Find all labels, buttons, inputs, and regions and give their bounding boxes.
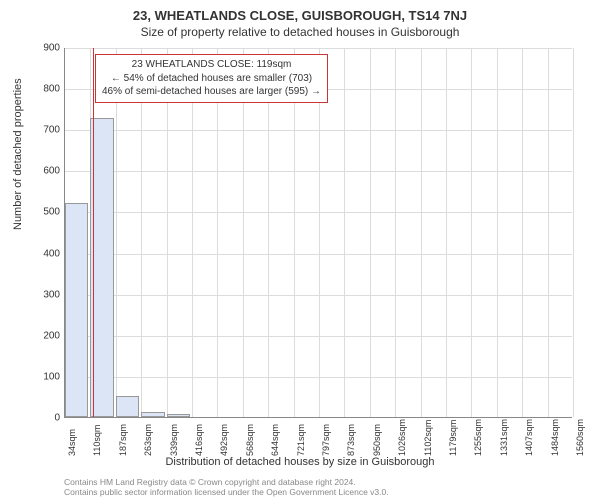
info-box-line: 46% of semi-detached houses are larger (… — [102, 85, 321, 99]
ytick-label: 800 — [30, 84, 60, 95]
xtick-label: 110sqm — [92, 425, 102, 456]
ytick-label: 400 — [30, 248, 60, 259]
gridline-v — [497, 48, 498, 417]
chart-bar — [167, 414, 190, 417]
gridline-v — [116, 48, 117, 417]
chart-bar — [116, 396, 139, 417]
gridline-v — [268, 48, 269, 417]
chart-plot-area: 23 WHEATLANDS CLOSE: 119sqm← 54% of deta… — [64, 48, 572, 418]
gridline-v — [217, 48, 218, 417]
gridline-v — [243, 48, 244, 417]
xtick-label: 1255sqm — [473, 419, 483, 456]
xtick-label: 492sqm — [219, 424, 229, 456]
xtick-label: 1026sqm — [397, 419, 407, 456]
gridline-v — [522, 48, 523, 417]
gridline-v — [141, 48, 142, 417]
xtick-label: 263sqm — [143, 424, 153, 456]
info-box-line: ← 54% of detached houses are smaller (70… — [102, 72, 321, 86]
gridline-v — [471, 48, 472, 417]
ytick-label: 500 — [30, 207, 60, 218]
ytick-label: 100 — [30, 371, 60, 382]
info-box: 23 WHEATLANDS CLOSE: 119sqm← 54% of deta… — [95, 54, 328, 103]
gridline-v — [167, 48, 168, 417]
gridline-v — [548, 48, 549, 417]
gridline-v — [370, 48, 371, 417]
gridline-v — [395, 48, 396, 417]
xtick-label: 416sqm — [194, 424, 204, 456]
chart-bar — [141, 412, 164, 417]
xtick-label: 1102sqm — [423, 420, 433, 456]
xtick-label: 187sqm — [118, 424, 128, 456]
xtick-label: 873sqm — [346, 424, 356, 456]
chart-bar — [65, 203, 88, 417]
y-axis-label: Number of detached properties — [12, 78, 24, 230]
xtick-label: 1484sqm — [550, 419, 560, 456]
x-axis-label: Distribution of detached houses by size … — [0, 456, 600, 468]
gridline-v — [446, 48, 447, 417]
gridline-v — [573, 48, 574, 417]
gridline-v — [294, 48, 295, 417]
footer-line-1: Contains HM Land Registry data © Crown c… — [64, 477, 580, 488]
ytick-label: 600 — [30, 166, 60, 177]
page-subtitle: Size of property relative to detached ho… — [0, 23, 600, 43]
xtick-label: 797sqm — [321, 424, 331, 456]
gridline-v — [192, 48, 193, 417]
ytick-label: 200 — [30, 330, 60, 341]
footer-line-2: Contains public sector information licen… — [64, 487, 580, 498]
xtick-label: 950sqm — [372, 424, 382, 456]
ytick-label: 900 — [30, 43, 60, 54]
ytick-label: 0 — [30, 413, 60, 424]
gridline-v — [344, 48, 345, 417]
gridline-v — [421, 48, 422, 417]
gridline-v — [319, 48, 320, 417]
xtick-label: 1560sqm — [575, 419, 585, 456]
ytick-label: 300 — [30, 289, 60, 300]
xtick-label: 339sqm — [169, 424, 179, 456]
footer-attribution: Contains HM Land Registry data © Crown c… — [64, 477, 580, 498]
xtick-label: 721sqm — [296, 424, 306, 456]
xtick-label: 34sqm — [67, 429, 77, 456]
ytick-label: 700 — [30, 125, 60, 136]
xtick-label: 1407sqm — [524, 419, 534, 456]
xtick-label: 644sqm — [270, 424, 280, 456]
xtick-label: 1331sqm — [499, 419, 509, 456]
marker-line — [93, 48, 94, 417]
xtick-label: 1179sqm — [448, 420, 458, 456]
page-title: 23, WHEATLANDS CLOSE, GUISBOROUGH, TS14 … — [0, 0, 600, 23]
xtick-label: 568sqm — [245, 424, 255, 456]
info-box-line: 23 WHEATLANDS CLOSE: 119sqm — [102, 58, 321, 72]
